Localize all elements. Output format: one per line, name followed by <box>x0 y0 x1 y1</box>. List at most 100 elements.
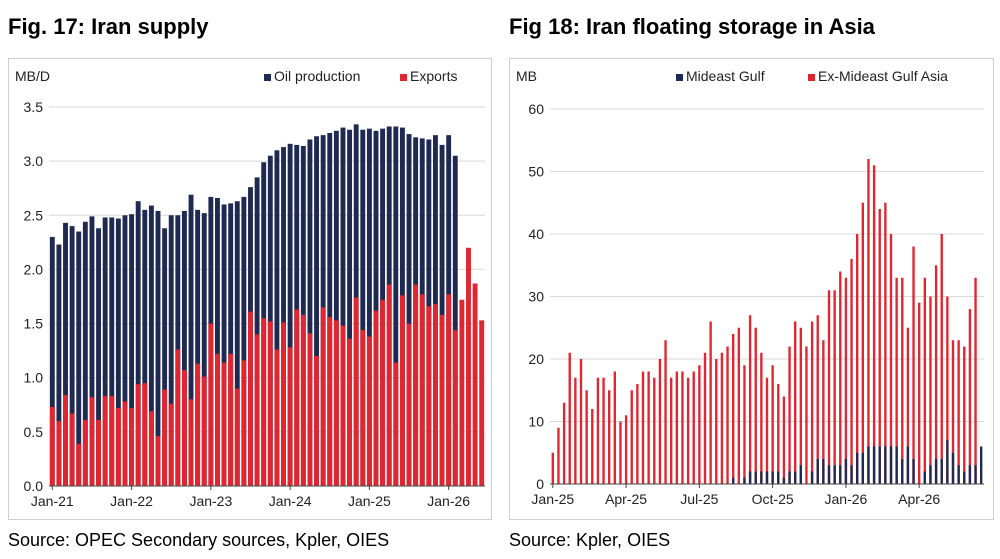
right-bar-mideast-gulf <box>901 459 904 484</box>
left-y-axis-unit: MB/D <box>15 68 50 84</box>
right-figure-source: Source: Kpler, OIES <box>509 530 671 550</box>
legend-label-oil-production: Oil production <box>274 68 360 84</box>
right-y-tick-label: 0 <box>536 476 544 492</box>
right-bar-ex-mideast-gulf-asia <box>889 234 893 484</box>
right-bar-ex-mideast-gulf-asia <box>940 234 943 484</box>
left-y-axis: 0.0 0.5 1.0 1.5 2.0 2.5 3.0 3.5 <box>24 99 44 494</box>
legend-swatch-ex-mideast-gulf-asia <box>808 74 815 81</box>
right-bar-ex-mideast-gulf-asia <box>957 340 960 484</box>
left-bar-exports <box>300 314 306 486</box>
right-bar-ex-mideast-gulf-asia <box>788 346 791 484</box>
right-bar-mideast-gulf <box>861 452 865 484</box>
right-bar-mideast-gulf <box>929 465 932 484</box>
right-bar-ex-mideast-gulf-asia <box>923 277 927 484</box>
left-bar-oil-production <box>69 226 75 486</box>
left-bar-oil-production <box>373 130 379 486</box>
left-bar-oil-production <box>215 197 220 486</box>
right-bar-ex-mideast-gulf-asia <box>878 209 881 484</box>
right-bar-ex-mideast-gulf-asia <box>912 246 915 484</box>
left-bar-oil-production <box>254 177 260 486</box>
right-bar-ex-mideast-gulf-asia <box>895 277 898 484</box>
right-bar-ex-mideast-gulf-asia <box>703 352 707 484</box>
left-bar-exports <box>122 401 128 486</box>
left-bar-exports <box>353 297 359 486</box>
right-bar-ex-mideast-gulf-asia <box>793 321 797 484</box>
left-bar-oil-production <box>228 203 234 487</box>
right-bar-ex-mideast-gulf-asia <box>884 202 887 484</box>
left-bars <box>49 124 485 487</box>
left-bar-exports <box>109 396 115 486</box>
left-bar-exports <box>459 299 465 486</box>
right-bar-ex-mideast-gulf-asia <box>664 340 667 484</box>
right-bar-ex-mideast-gulf-asia <box>737 327 741 484</box>
right-bar-ex-mideast-gulf-asia <box>574 377 577 484</box>
right-bar-ex-mideast-gulf-asia <box>568 352 571 484</box>
right-chart-panel: 0 10 20 30 40 50 60 Jan-25 Apr-25 Jul-25 Oct-25 Ja… <box>509 58 994 520</box>
right-bar-mideast-gulf <box>895 446 898 484</box>
right-y-axis: 0 10 20 30 40 50 60 <box>528 101 544 492</box>
left-bar-exports <box>439 314 445 486</box>
right-y-tick-label: 30 <box>528 289 544 305</box>
right-bar-mideast-gulf <box>850 465 853 484</box>
left-y-tick-label: 0.0 <box>24 478 44 494</box>
left-bar-oil-production <box>241 196 247 486</box>
left-gridlines <box>49 106 485 487</box>
left-bar-oil-production <box>221 204 227 486</box>
left-bar-exports <box>472 283 478 486</box>
left-y-tick-label: 1.0 <box>24 370 44 386</box>
left-bar-oil-production <box>181 210 187 486</box>
right-bar-ex-mideast-gulf-asia <box>596 377 600 484</box>
right-x-tick-label: Oct-25 <box>752 491 794 507</box>
left-bar-exports <box>181 370 187 486</box>
left-bar-exports <box>287 347 293 486</box>
left-bar-exports <box>248 311 253 486</box>
left-bar-exports <box>281 322 286 486</box>
right-bar-mideast-gulf <box>799 465 803 484</box>
right-bar-mideast-gulf <box>760 471 763 484</box>
right-bars <box>551 159 983 484</box>
left-bar-exports <box>221 362 227 486</box>
right-bar-ex-mideast-gulf-asia <box>562 402 566 484</box>
right-bar-ex-mideast-gulf-asia <box>827 290 831 484</box>
left-y-tick-label: 2.0 <box>24 261 44 277</box>
left-bar-exports <box>267 321 273 486</box>
left-bar-exports <box>155 436 161 486</box>
right-bar-mideast-gulf <box>731 477 735 484</box>
right-bar-ex-mideast-gulf-asia <box>872 165 876 484</box>
right-bar-ex-mideast-gulf-asia <box>557 427 560 484</box>
left-bar-exports <box>148 411 154 486</box>
right-y-tick-label: 40 <box>528 226 544 242</box>
right-bar-mideast-gulf <box>748 471 752 484</box>
right-x-tick-label: Apr-26 <box>898 491 940 507</box>
left-x-tick-label: Jan-25 <box>348 493 391 509</box>
left-bar-oil-production <box>82 221 88 487</box>
left-bar-exports <box>175 349 181 486</box>
right-bar-mideast-gulf <box>867 446 870 484</box>
right-bar-mideast-gulf <box>940 459 943 484</box>
left-y-tick-label: 1.5 <box>24 316 44 332</box>
right-bar-ex-mideast-gulf-asia <box>974 277 977 484</box>
right-bar-ex-mideast-gulf-asia <box>946 296 949 484</box>
left-bar-exports <box>135 384 141 486</box>
right-bar-ex-mideast-gulf-asia <box>686 377 690 484</box>
left-bar-oil-production <box>168 215 174 487</box>
right-x-axis: Jan-25 Apr-25 Jul-25 Oct-25 Jan-26 Apr-26 <box>531 483 984 507</box>
right-bar-ex-mideast-gulf-asia <box>906 327 910 484</box>
left-bar-oil-production <box>201 213 207 486</box>
left-bar-oil-production <box>366 128 372 486</box>
right-bar-mideast-gulf <box>844 459 848 484</box>
right-bar-ex-mideast-gulf-asia <box>579 359 583 484</box>
right-bar-mideast-gulf <box>946 440 949 484</box>
left-bar-oil-production <box>63 222 68 486</box>
left-x-tick-label: Jan-24 <box>269 493 312 509</box>
right-bar-mideast-gulf <box>839 465 842 484</box>
right-y-tick-label: 10 <box>528 414 544 430</box>
left-bar-exports <box>96 419 101 486</box>
right-bar-mideast-gulf <box>855 452 859 484</box>
right-bar-ex-mideast-gulf-asia <box>641 371 645 484</box>
right-bar-ex-mideast-gulf-asia <box>720 352 724 484</box>
left-bar-exports <box>241 360 247 486</box>
right-bar-ex-mideast-gulf-asia <box>810 321 814 484</box>
right-bar-mideast-gulf <box>872 446 876 484</box>
left-bar-oil-production <box>155 210 161 486</box>
